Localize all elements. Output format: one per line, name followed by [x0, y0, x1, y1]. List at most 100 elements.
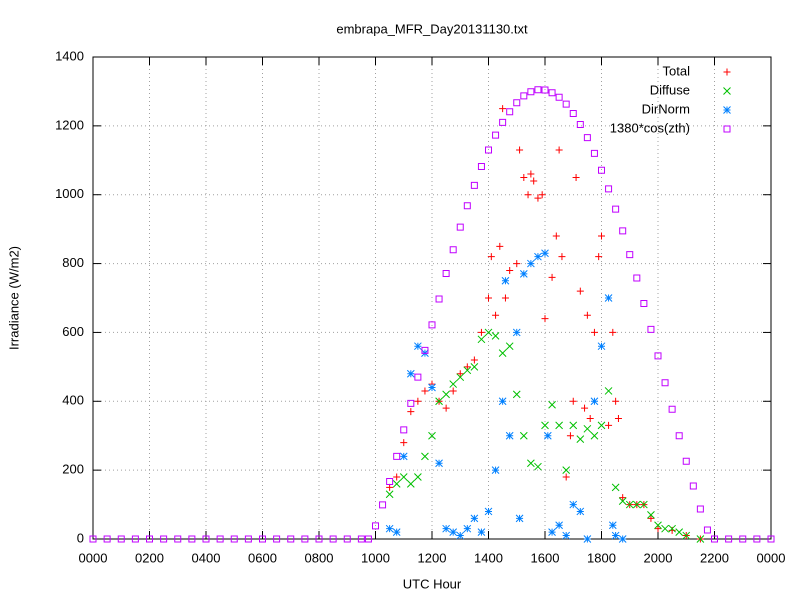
point: [576, 287, 584, 295]
point: [598, 166, 605, 174]
point: [477, 528, 486, 536]
point: [590, 397, 599, 406]
point: [576, 120, 584, 128]
x-tick-label: 1200: [418, 550, 447, 565]
x-tick-label: 0600: [248, 550, 277, 565]
point: [605, 421, 613, 429]
x-tick-label: 2000: [644, 550, 673, 565]
y-tick-label: 0: [77, 530, 84, 545]
point: [598, 232, 605, 240]
point: [470, 514, 479, 523]
point: [703, 526, 711, 534]
legend-symbol: [723, 87, 731, 95]
point: [675, 528, 684, 536]
point: [534, 462, 542, 471]
point: [543, 431, 552, 440]
point: [449, 246, 457, 254]
point: [160, 535, 168, 543]
point: [357, 535, 365, 543]
point: [428, 383, 436, 392]
point: [188, 535, 196, 543]
point: [492, 131, 500, 139]
point: [414, 342, 422, 351]
point: [487, 253, 495, 261]
point: [501, 294, 509, 302]
point: [654, 352, 662, 360]
x-tick-label: 1000: [361, 550, 390, 565]
point: [400, 439, 408, 447]
point: [611, 483, 620, 492]
y-tick-label: 1000: [55, 186, 84, 201]
point: [89, 535, 97, 543]
point: [392, 480, 401, 488]
point: [515, 514, 524, 523]
y-tick-label: 1400: [55, 48, 84, 63]
point: [552, 232, 560, 240]
x-tick-label: 0000: [79, 550, 108, 565]
point: [590, 328, 598, 336]
point: [562, 531, 571, 540]
point: [449, 387, 457, 395]
point: [668, 405, 676, 413]
point: [583, 134, 591, 142]
point: [103, 535, 111, 543]
point: [463, 363, 471, 371]
point: [499, 105, 507, 113]
point: [463, 366, 472, 375]
point: [548, 528, 556, 536]
point: [668, 524, 676, 533]
point: [572, 174, 580, 181]
point: [407, 399, 415, 407]
point: [520, 92, 528, 100]
point: [541, 315, 549, 323]
point: [586, 415, 594, 422]
point: [654, 521, 662, 530]
point: [597, 421, 606, 430]
point: [576, 507, 585, 516]
point: [604, 294, 613, 302]
point: [611, 531, 620, 540]
point: [406, 480, 415, 488]
point: [456, 223, 464, 231]
point: [414, 373, 422, 381]
point: [675, 432, 683, 440]
point: [216, 535, 224, 543]
point: [477, 335, 486, 344]
legend-label: Total: [663, 63, 691, 78]
point: [393, 452, 401, 460]
point: [456, 373, 465, 382]
point: [315, 535, 323, 543]
point: [470, 181, 478, 189]
y-tick-label: 200: [62, 462, 84, 477]
point: [386, 483, 394, 491]
point: [485, 146, 492, 154]
point: [767, 535, 775, 543]
point: [513, 260, 521, 268]
point: [524, 191, 532, 199]
point: [399, 452, 408, 461]
x-tick-label: 0800: [305, 550, 334, 565]
point: [273, 535, 281, 543]
point: [583, 535, 592, 543]
point: [633, 274, 641, 282]
point: [597, 342, 606, 351]
y-axis-label: Irradiance (W/m2): [6, 246, 21, 350]
plot-border: [92, 56, 772, 540]
legend-symbol: [723, 125, 731, 133]
point: [512, 328, 521, 337]
point: [385, 490, 394, 499]
point: [548, 400, 556, 409]
x-tick-label: 0400: [192, 550, 221, 565]
point: [696, 535, 705, 543]
x-tick-label: 2200: [700, 550, 729, 565]
point: [421, 452, 429, 461]
point: [428, 321, 436, 329]
point: [682, 457, 690, 465]
point: [491, 332, 500, 340]
point: [569, 397, 577, 405]
point: [513, 99, 521, 107]
x-tick-label: 1800: [587, 550, 616, 565]
point: [534, 194, 542, 202]
